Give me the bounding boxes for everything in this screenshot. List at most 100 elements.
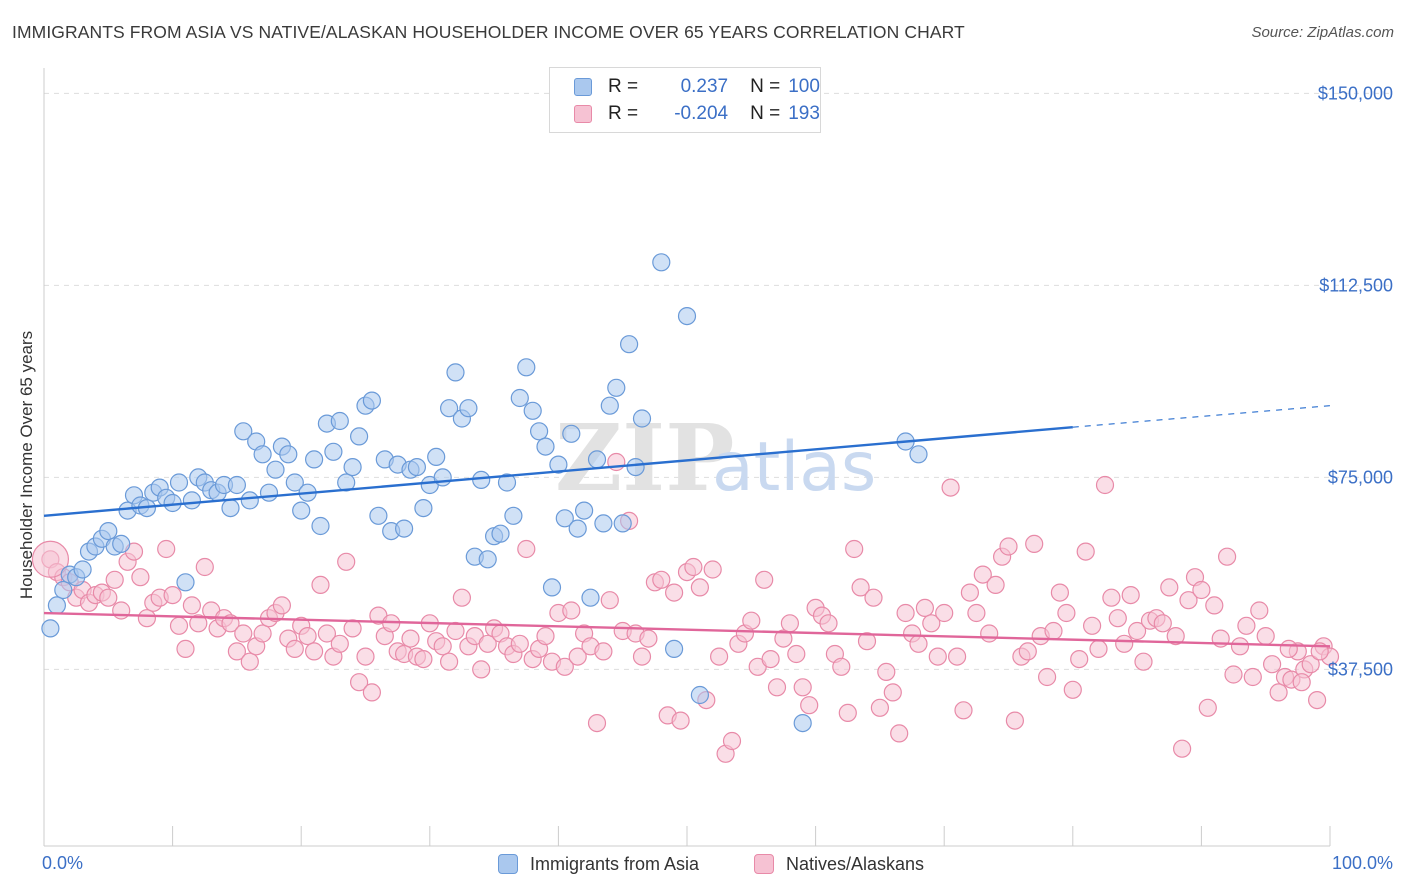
data-point (851, 578, 870, 597)
data-point (1153, 614, 1172, 633)
y-tick-label: $37,500 (1328, 659, 1393, 679)
data-point (266, 460, 285, 479)
data-point (1179, 591, 1198, 610)
data-point (574, 501, 594, 520)
data-point (1005, 711, 1025, 730)
data-point (433, 637, 452, 656)
data-point (857, 632, 877, 651)
watermark-atlas: atlas (712, 428, 876, 507)
data-point (182, 491, 201, 510)
data-point (343, 619, 362, 638)
data-point (272, 596, 291, 615)
data-point (632, 409, 652, 428)
data-point (54, 580, 73, 600)
data-point (253, 445, 272, 464)
data-point (1127, 621, 1147, 641)
data-point (1198, 698, 1217, 717)
data-point (935, 603, 954, 623)
data-point (1063, 680, 1082, 699)
legend-swatch-natives (574, 105, 592, 123)
legend-row-natives: R = -0.204 N = 193 (574, 102, 820, 126)
data-point (632, 647, 652, 666)
data-point (941, 478, 960, 497)
legend-n-label: N = (750, 76, 781, 97)
data-point (928, 647, 947, 666)
data-point (234, 422, 253, 441)
data-point (1121, 585, 1140, 605)
trend-line-natives (43, 611, 1331, 648)
y-axis-label: Householder Income Over 65 years (17, 330, 36, 600)
axes (43, 68, 1331, 847)
data-point (414, 499, 433, 518)
trend-line-asia-extension (1072, 405, 1331, 428)
data-point (909, 445, 928, 464)
legend-r-label: R = (608, 76, 639, 97)
data-point (845, 539, 864, 559)
y-tick-label: $112,500 (1319, 275, 1393, 295)
data-point (163, 585, 182, 605)
data-point (652, 253, 671, 272)
data-point (1050, 583, 1070, 602)
data-point (1057, 603, 1076, 623)
legend-row-asia: R = 0.237 N = 100 (574, 75, 820, 99)
data-point (1115, 634, 1134, 653)
data-point (311, 516, 330, 536)
data-point (883, 683, 902, 702)
data-point (433, 468, 452, 487)
data-point (298, 626, 317, 646)
data-point (227, 475, 246, 495)
data-point (517, 358, 536, 377)
data-point (1025, 534, 1044, 554)
chart-title: IMMIGRANTS FROM ASIA VS NATIVE/ALASKAN H… (12, 22, 965, 42)
data-point (305, 450, 324, 469)
data-point (542, 578, 562, 597)
data-point (1205, 596, 1224, 615)
data-point (195, 557, 214, 577)
data-point (504, 506, 523, 525)
trend-line-asia (43, 425, 1073, 517)
stats-legend: R = 0.237 N = 100 R = -0.204 N = 193 (549, 67, 821, 133)
trend-lines (43, 405, 1331, 648)
data-point (1292, 673, 1311, 692)
data-point (562, 601, 581, 620)
data-point (169, 473, 189, 492)
data-point (536, 626, 555, 646)
data-point (414, 649, 433, 669)
data-point (401, 629, 420, 648)
legend-n-value: 193 (788, 103, 820, 124)
data-point (240, 652, 259, 671)
data-point (703, 560, 722, 579)
data-point (607, 378, 626, 397)
data-point (362, 391, 381, 410)
y-tick-label: $75,000 (1328, 467, 1393, 487)
data-point (568, 519, 587, 538)
data-point (761, 649, 780, 669)
x-tick-labels: 0.0% 100.0% (42, 853, 1393, 873)
data-point (356, 647, 375, 666)
data-point (259, 483, 279, 502)
data-point (877, 662, 896, 682)
data-point (369, 506, 388, 525)
data-point (536, 437, 555, 456)
data-point (1134, 652, 1153, 671)
natives-alaskans-points (31, 452, 1340, 763)
data-point (337, 552, 356, 571)
data-point (793, 713, 812, 733)
data-point (427, 447, 446, 466)
data-point (960, 583, 980, 602)
data-point (1230, 637, 1250, 656)
data-point (157, 539, 176, 559)
data-point (169, 616, 189, 635)
y-axis-label-wrap: Householder Income Over 65 years (12, 300, 42, 630)
data-point (131, 568, 150, 587)
data-point (909, 634, 928, 653)
data-point (549, 455, 568, 474)
data-point (343, 458, 362, 477)
data-point (787, 644, 806, 664)
data-point (690, 578, 710, 597)
bottom-legend-natives: Natives/Alaskans (754, 852, 924, 876)
legend-n-label: N = (750, 103, 781, 124)
data-point-large (31, 540, 70, 578)
data-point (47, 596, 67, 615)
